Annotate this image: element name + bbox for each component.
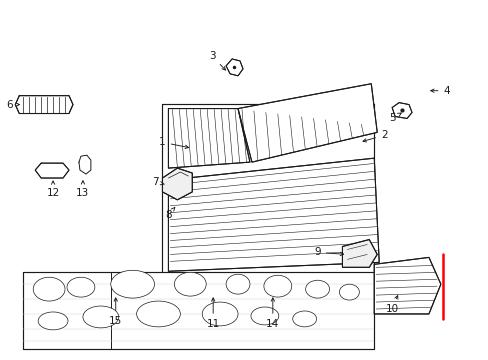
Text: 5: 5 bbox=[388, 113, 401, 123]
Polygon shape bbox=[168, 158, 379, 271]
Polygon shape bbox=[168, 109, 249, 168]
Text: 13: 13 bbox=[76, 181, 89, 198]
Ellipse shape bbox=[305, 280, 329, 298]
Text: 11: 11 bbox=[206, 298, 219, 329]
Polygon shape bbox=[225, 59, 243, 76]
Polygon shape bbox=[342, 239, 376, 267]
Text: 9: 9 bbox=[314, 247, 343, 257]
Polygon shape bbox=[162, 168, 192, 200]
Polygon shape bbox=[15, 96, 73, 113]
Ellipse shape bbox=[202, 302, 238, 326]
Text: 14: 14 bbox=[265, 298, 279, 329]
Text: 8: 8 bbox=[165, 207, 174, 220]
Polygon shape bbox=[373, 257, 440, 314]
Ellipse shape bbox=[136, 301, 180, 327]
Polygon shape bbox=[23, 272, 373, 349]
Text: 12: 12 bbox=[46, 181, 60, 198]
Ellipse shape bbox=[111, 270, 154, 298]
Ellipse shape bbox=[250, 307, 278, 325]
Text: 7: 7 bbox=[152, 177, 164, 187]
Text: 10: 10 bbox=[385, 296, 398, 314]
Text: 4: 4 bbox=[430, 86, 449, 96]
Text: 2: 2 bbox=[362, 130, 386, 142]
Ellipse shape bbox=[174, 272, 206, 296]
Ellipse shape bbox=[225, 274, 249, 294]
Text: 1: 1 bbox=[159, 137, 188, 148]
Ellipse shape bbox=[33, 277, 65, 301]
Ellipse shape bbox=[67, 277, 95, 297]
Ellipse shape bbox=[264, 275, 291, 297]
Ellipse shape bbox=[292, 311, 316, 327]
Ellipse shape bbox=[339, 284, 359, 300]
Text: 3: 3 bbox=[208, 51, 225, 70]
Polygon shape bbox=[391, 103, 411, 118]
Polygon shape bbox=[238, 84, 376, 162]
Text: 15: 15 bbox=[109, 298, 122, 326]
Ellipse shape bbox=[83, 306, 119, 328]
Polygon shape bbox=[35, 163, 69, 178]
Ellipse shape bbox=[38, 312, 68, 330]
Text: 6: 6 bbox=[6, 100, 20, 109]
